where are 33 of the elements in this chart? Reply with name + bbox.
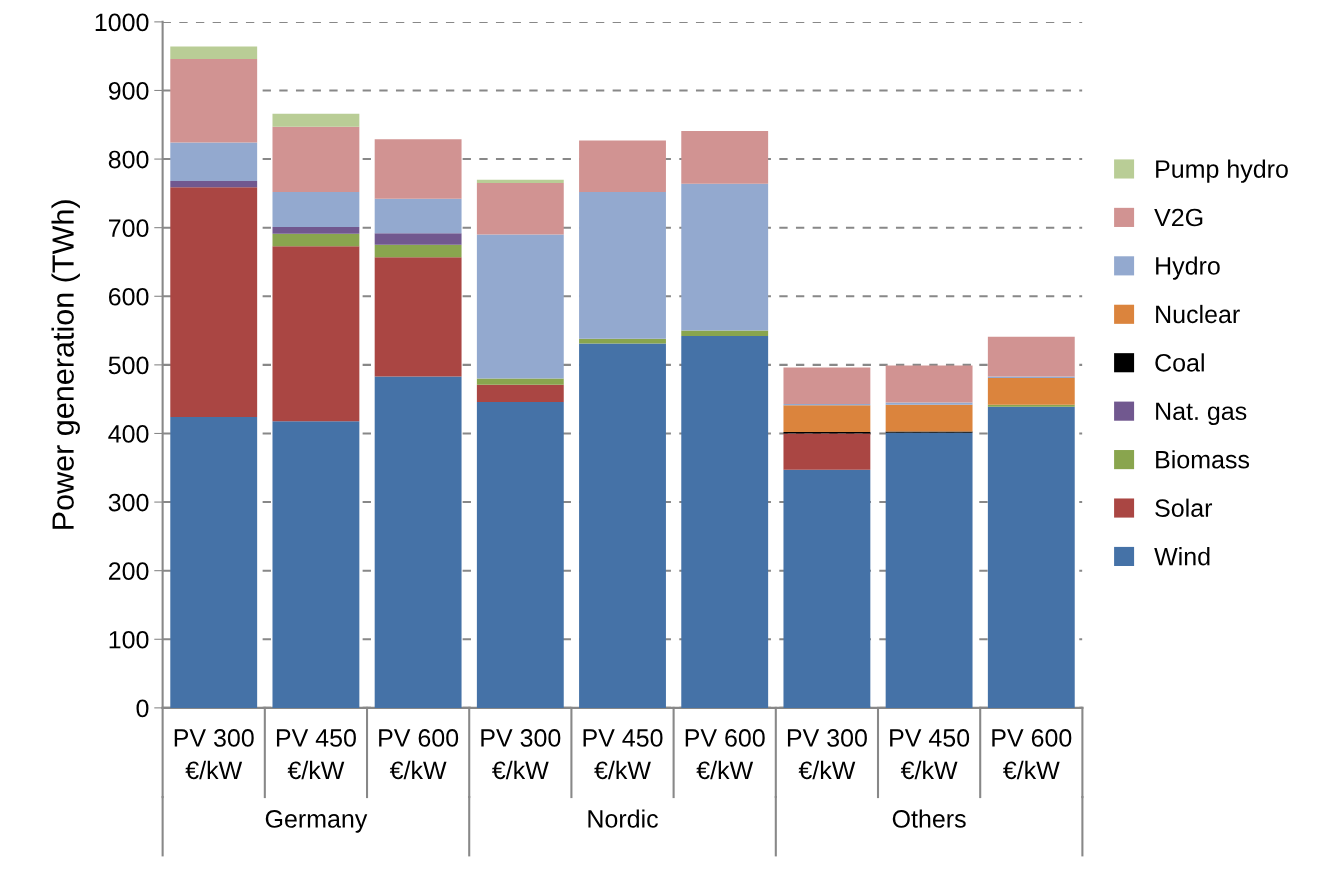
y-axis-title: Power generation (TWh) (51, 200, 80, 529)
legend-label: Nat. gas (1156, 402, 1247, 426)
legend-label: Hydro (1156, 256, 1220, 280)
legend-label: Nuclear (1156, 304, 1240, 324)
legend-label: Solar (1155, 498, 1213, 517)
y-tick-label: 100 (109, 630, 149, 649)
x-tick-label: PV 450 €/kW (583, 729, 663, 780)
y-tick-label: 700 (109, 219, 149, 237)
x-tick-label: PV 600 €/kW (685, 729, 765, 780)
y-tick-label: 300 (108, 493, 149, 512)
y-tick-label: 200 (108, 562, 149, 580)
legend-label: Coal (1155, 353, 1204, 372)
y-tick-label: 400 (108, 425, 149, 443)
legend-label: Wind (1154, 547, 1210, 566)
y-tick-label: 600 (108, 287, 149, 306)
y-tick-label: 500 (108, 356, 149, 375)
x-tick-label: PV 300 €/kW (174, 729, 254, 780)
legend-label: Pump hydro (1156, 159, 1288, 183)
y-tick-label: 1000 (95, 13, 149, 32)
text: Germany (265, 810, 368, 833)
y-tick-label: 0 (136, 699, 149, 718)
x-tick-label: PV 600 €/kW (379, 729, 459, 780)
x-tick-label: PV 450 €/kW (276, 729, 356, 780)
y-tick-label: 900 (108, 82, 149, 100)
y-tick-label: 800 (108, 150, 149, 169)
text: Nordic (588, 809, 658, 828)
legend-label: Biomass (1156, 450, 1250, 469)
x-tick-label: PV 600 €/kW (992, 729, 1072, 780)
x-tick-label: PV 300 €/kW (787, 729, 867, 780)
x-tick-label: PV 300 €/kW (481, 729, 561, 780)
text: Others (892, 809, 966, 828)
legend-label: V2G (1154, 208, 1203, 227)
x-tick-label: PV 450 €/kW (890, 729, 970, 780)
